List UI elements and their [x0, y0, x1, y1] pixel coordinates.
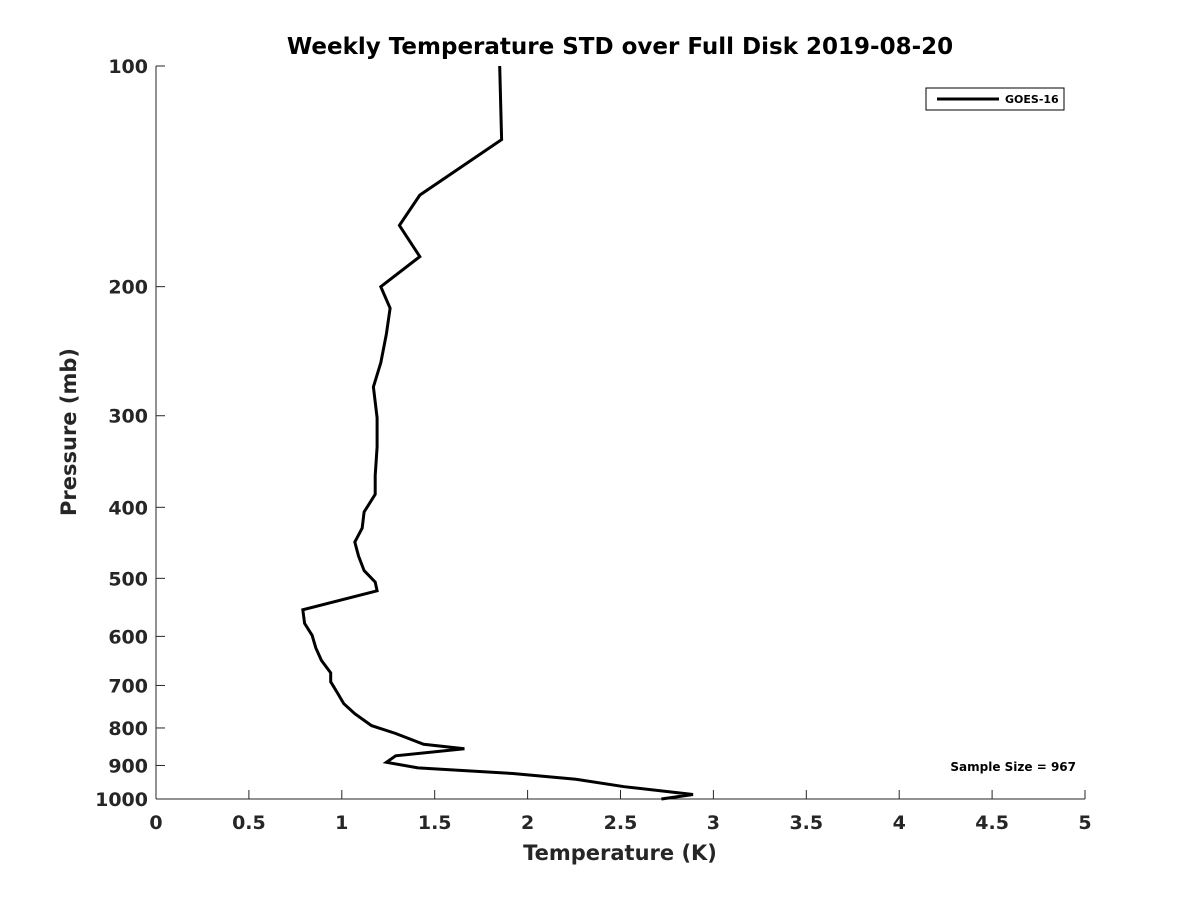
sample-size-annotation: Sample Size = 967 [950, 760, 1076, 774]
x-axis-ticks: 0 0.5 1 1.5 2 2.5 3 3.5 4 4.5 5 [149, 790, 1092, 834]
y-axis-ticks: 100 200 300 400 500 600 700 800 900 1000 [95, 56, 165, 811]
chart-title: Weekly Temperature STD over Full Disk 20… [287, 34, 953, 60]
y-tick-label: 1000 [95, 789, 148, 811]
x-tick-label: 1.5 [418, 812, 452, 834]
x-tick-label: 0 [149, 812, 162, 834]
x-tick-label: 0.5 [232, 812, 266, 834]
y-tick-label: 700 [108, 675, 148, 697]
legend: GOES-16 [925, 87, 1065, 111]
x-tick-label: 2 [521, 812, 534, 834]
y-tick-label: 400 [108, 497, 148, 519]
x-tick-label: 4.5 [975, 812, 1009, 834]
x-tick-label: 3 [707, 812, 720, 834]
legend-entry-goes16: GOES-16 [1005, 93, 1059, 106]
x-tick-label: 5 [1078, 812, 1091, 834]
y-tick-label: 900 [108, 755, 148, 777]
x-axis-title: Temperature (K) [523, 841, 717, 865]
y-tick-label: 500 [108, 568, 148, 590]
y-tick-label: 300 [108, 406, 148, 428]
x-tick-label: 1 [335, 812, 348, 834]
x-tick-label: 4 [893, 812, 906, 834]
x-tick-label: 3.5 [789, 812, 823, 834]
y-tick-label: 800 [108, 718, 148, 740]
series-lines [301, 65, 694, 801]
y-axis-title: Pressure (mb) [57, 348, 81, 516]
y-tick-label: 100 [108, 56, 148, 78]
series-line-goes-16 [301, 65, 694, 801]
x-tick-label: 2.5 [604, 812, 638, 834]
y-tick-label: 200 [108, 277, 148, 299]
y-tick-label: 600 [108, 626, 148, 648]
